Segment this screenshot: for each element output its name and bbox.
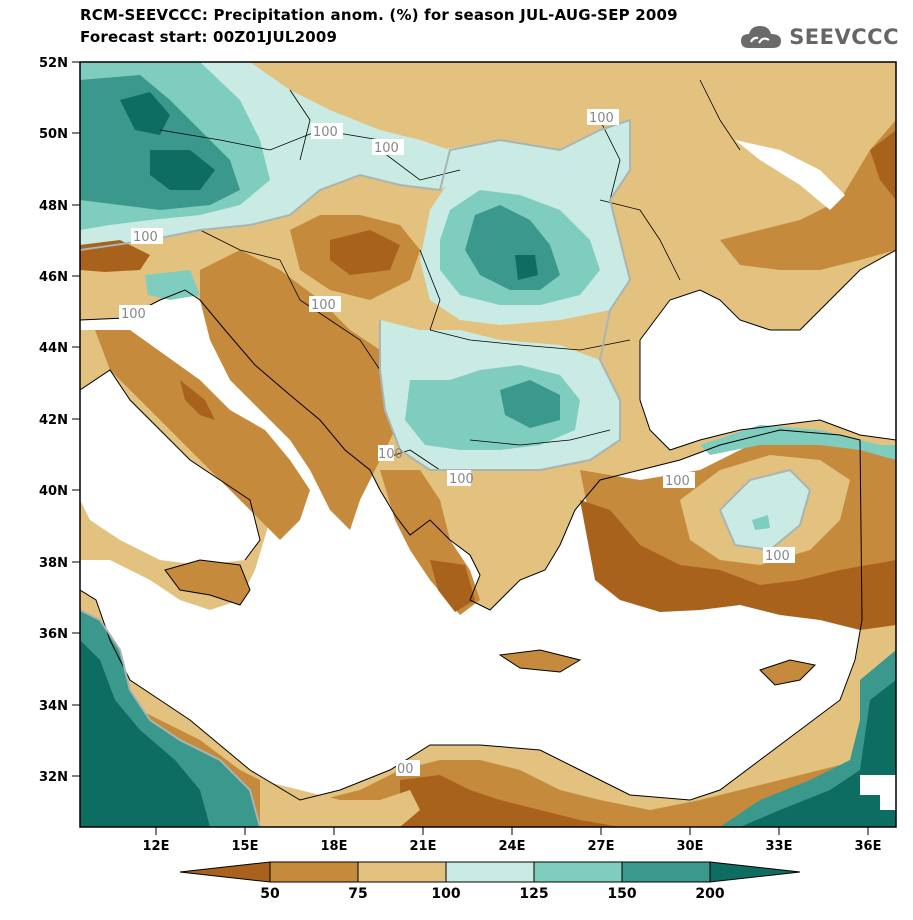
- balkan-dry: [200, 250, 400, 530]
- contour-label: 100: [374, 141, 399, 156]
- lat-axis: 52N 50N 48N 46N 44N 42N 40N 38N 36N 34N …: [39, 56, 80, 785]
- romania-wet-very: [515, 255, 538, 280]
- borders: [159, 79, 741, 471]
- alps-wet: [145, 270, 200, 300]
- bulgaria-wet-strong: [500, 380, 560, 428]
- map-title: RCM-SEEVCCC: Precipitation anom. (%) for…: [80, 6, 678, 24]
- lon-tick-label: 18E: [321, 839, 348, 854]
- turkey-wet: [752, 515, 770, 530]
- turkey-dry-strong: [580, 500, 896, 630]
- colorbar-segment: [179, 861, 271, 883]
- colorbar-label: 100: [431, 886, 460, 902]
- lat-tick-label: 36N: [39, 627, 68, 642]
- lat-tick-label: 52N: [39, 56, 68, 71]
- map-area: [80, 62, 896, 827]
- contour-label: 00: [397, 762, 414, 777]
- contour-label: 100: [589, 111, 614, 126]
- cloud-icon: [741, 26, 782, 48]
- lon-axis: 12E 15E 18E 21E 24E 27E 30E 33E 36E: [143, 827, 882, 854]
- lon-tick-label: 12E: [143, 839, 170, 854]
- logo-text: SEEVCCC: [789, 25, 899, 49]
- contour-100: [80, 118, 812, 827]
- turkey-wet-light: [720, 470, 810, 550]
- lat-tick-label: 34N: [39, 699, 68, 714]
- colorbar-label: 50: [260, 886, 280, 902]
- north-africa-dry-strong: [400, 775, 620, 827]
- contour-label: 100: [311, 298, 336, 313]
- lon-tick-label: 30E: [677, 839, 704, 854]
- colorbar-label: 150: [607, 886, 636, 902]
- sicily: [165, 560, 250, 605]
- black-sea: [640, 250, 896, 450]
- anatolia-north-wet: [700, 425, 896, 460]
- lat-tick-label: 50N: [39, 127, 68, 142]
- libya-light: [260, 780, 420, 827]
- lon-tick-label: 33E: [766, 839, 793, 854]
- egypt-white: [860, 775, 896, 810]
- black-sea-coast: [639, 249, 896, 451]
- ukraine-dry: [720, 120, 896, 270]
- colorbar-segment: [621, 861, 711, 883]
- peloponnese-dry-strong: [430, 560, 475, 612]
- colorbar: 50 75 100 125 150 200: [179, 861, 801, 902]
- colorbar-label: 200: [695, 886, 724, 902]
- contour-labels: 100 100 100 100 100 100 100 100 100 100 …: [119, 109, 795, 777]
- lon-tick-label: 27E: [588, 839, 615, 854]
- ukraine-gap: [735, 140, 845, 210]
- lon-tick-label: 24E: [499, 839, 526, 854]
- boundaries: [80, 79, 896, 801]
- italy-dry: [95, 330, 310, 540]
- egypt-wet-very: [740, 680, 896, 827]
- lat-tick-label: 44N: [39, 341, 68, 356]
- lat-tick-label: 42N: [39, 413, 68, 428]
- central-europe-wet-very: [120, 92, 170, 135]
- colorbar-label: 125: [519, 886, 548, 902]
- colorbar-segment: [445, 861, 535, 883]
- colorbar-segment: [533, 861, 623, 883]
- contour-label: 100: [665, 474, 690, 489]
- hungary-dry-strong: [330, 230, 400, 275]
- crete-coast: [498, 649, 582, 673]
- tunisia-wet-very: [80, 640, 210, 827]
- central-europe-wet-very-2: [150, 150, 215, 190]
- lat-tick-label: 46N: [39, 270, 68, 285]
- ukraine-dry-strong: [870, 130, 896, 200]
- lon-tick-label: 21E: [410, 839, 437, 854]
- contour-line-north: [80, 118, 632, 471]
- coastline: [80, 289, 863, 801]
- italy-dry-strong: [180, 380, 215, 420]
- lat-tick-label: 40N: [39, 484, 68, 499]
- colorbar-label: 75: [348, 886, 367, 902]
- lat-tick-label: 48N: [39, 199, 68, 214]
- contour-label: 100: [449, 472, 474, 487]
- contour-line-africa: [80, 609, 261, 827]
- contour-line-turkey: [718, 468, 812, 552]
- tyrrhenian-sea: [80, 370, 260, 565]
- lat-tick-label: 38N: [39, 556, 68, 571]
- colorbar-segment: [709, 861, 801, 883]
- italy-coast: [80, 369, 261, 561]
- contour-label: 100: [765, 549, 790, 564]
- lon-tick-label: 15E: [232, 839, 259, 854]
- colorbar-segment: [357, 861, 447, 883]
- lon-tick-label: 36E: [855, 839, 882, 854]
- map-frame: [79, 61, 897, 828]
- cyprus-coast: [759, 659, 817, 686]
- sicily-coast: [164, 559, 251, 606]
- contour-label: 100: [133, 230, 158, 245]
- contour-label: 100: [121, 307, 146, 322]
- forecast-start: Forecast start: 00Z01JUL2009: [80, 28, 338, 46]
- logo: SEEVCCC: [739, 22, 899, 52]
- contour-label: 100: [313, 125, 338, 140]
- lat-tick-label: 32N: [39, 770, 68, 785]
- colorbar-segment: [269, 861, 359, 883]
- contour-label: 100: [378, 447, 403, 462]
